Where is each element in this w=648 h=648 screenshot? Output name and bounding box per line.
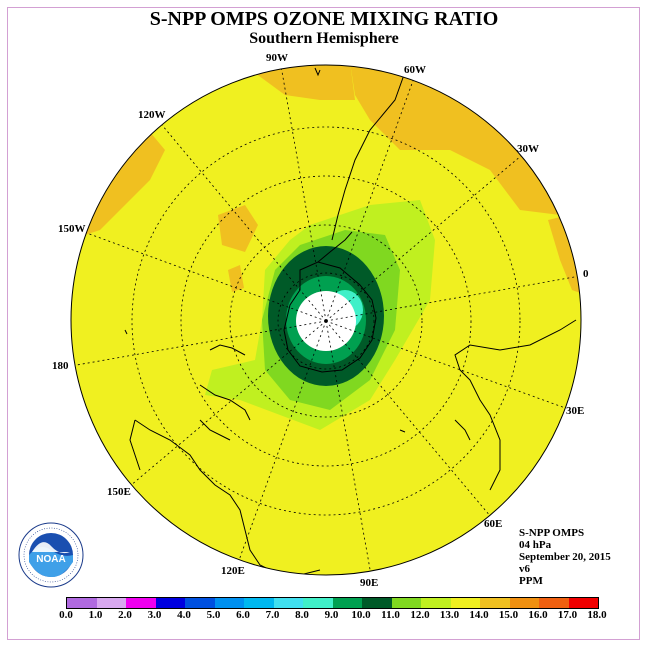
colorbar-tick-label: 6.0: [236, 609, 250, 621]
lon-label-90w: 90W: [266, 52, 288, 64]
colorbar-tick-label: 14.0: [469, 609, 489, 621]
lon-label-180: 180: [52, 360, 69, 372]
colorbar-labels: 0.0 1.0 2.0 3.0 4.0 5.0 6.0 7.0 8.0 9.0 10.0 11.0 12…: [0, 609, 648, 623]
colorbar-segment: [214, 598, 244, 608]
lon-label-150w: 150W: [58, 223, 86, 235]
meridian-grid: [71, 65, 581, 575]
map-boundary: [70, 64, 582, 576]
map-title: S-NPP OMPS OZONE MIXING RATIO: [149, 8, 499, 30]
info-level: 04 hPa: [519, 539, 552, 551]
info-version: v6: [519, 563, 530, 575]
figure-border: [7, 7, 640, 640]
colorbar-tick-label: 18.0: [587, 609, 607, 621]
colorbar-tick-label: 8.0: [295, 609, 309, 621]
lon-label-120e: 120E: [221, 565, 245, 577]
colorbar-tick-label: 0.0: [59, 609, 73, 621]
colorbar-segment: [96, 598, 126, 608]
noaa-logo: NOAA: [18, 522, 84, 588]
lon-label-30w: 30W: [517, 143, 539, 155]
info-instrument: S-NPP OMPS: [519, 527, 585, 539]
lon-label-0: 0: [583, 268, 589, 280]
lon-label-150e: 150E: [107, 486, 131, 498]
colorbar: [66, 597, 599, 609]
colorbar-tick-label: 11.0: [381, 609, 400, 621]
noaa-logo-text: NOAA: [36, 554, 65, 565]
colorbar-tick-label: 2.0: [118, 609, 132, 621]
colorbar-segment: [303, 598, 333, 608]
colorbar-segment: [185, 598, 215, 608]
colorbar-tick-label: 13.0: [439, 609, 460, 621]
colorbar-tick-label: 3.0: [147, 609, 162, 621]
field-14-15-spot2: [228, 265, 244, 292]
field-14-15-spot: [218, 205, 258, 252]
ozone-field: [71, 65, 581, 575]
colorbar-segment: [450, 598, 480, 608]
colorbar-tick-label: 10.0: [351, 609, 371, 621]
lon-label-60w: 60W: [404, 64, 426, 76]
colorbar-tick-label: 9.0: [324, 609, 339, 621]
colorbar-tick-label: 15.0: [498, 609, 519, 621]
colorbar-segment: [155, 598, 185, 608]
map-subtitle: Southern Hemisphere: [249, 30, 399, 47]
colorbar-segment: [539, 598, 569, 608]
colorbar-tick-label: 4.0: [177, 609, 191, 621]
colorbar-tick-label: 16.0: [528, 609, 548, 621]
colorbar-segment: [126, 598, 156, 608]
lon-label-30e: 30E: [566, 405, 585, 417]
lon-label-90e: 90E: [360, 577, 379, 589]
colorbar-segment: [244, 598, 274, 608]
colorbar-tick-label: 17.0: [557, 609, 578, 621]
colorbar-segment: [362, 598, 392, 608]
info-units: PPM: [519, 575, 543, 587]
info-date: September 20, 2015: [519, 551, 611, 563]
colorbar-segment: [509, 598, 539, 608]
latitude-grid: [131, 126, 521, 516]
colorbar-segment: [391, 598, 421, 608]
colorbar-segment: [568, 598, 598, 608]
colorbar-tick-label: 12.0: [410, 609, 430, 621]
colorbar-tick-label: 7.0: [265, 609, 280, 621]
colorbar-tick-label: 1.0: [88, 609, 103, 621]
lon-label-120w: 120W: [138, 109, 166, 121]
colorbar-segment: [421, 598, 451, 608]
colorbar-segment: [332, 598, 362, 608]
colorbar-segment: [480, 598, 510, 608]
colorbar-segment: [273, 598, 303, 608]
lon-label-60e: 60E: [484, 518, 503, 530]
colorbar-tick-label: 5.0: [206, 609, 221, 621]
colorbar-segment: [67, 598, 97, 608]
info-block: S-NPP OMPS 04 hPa September 20, 2015 v6 …: [519, 527, 611, 587]
